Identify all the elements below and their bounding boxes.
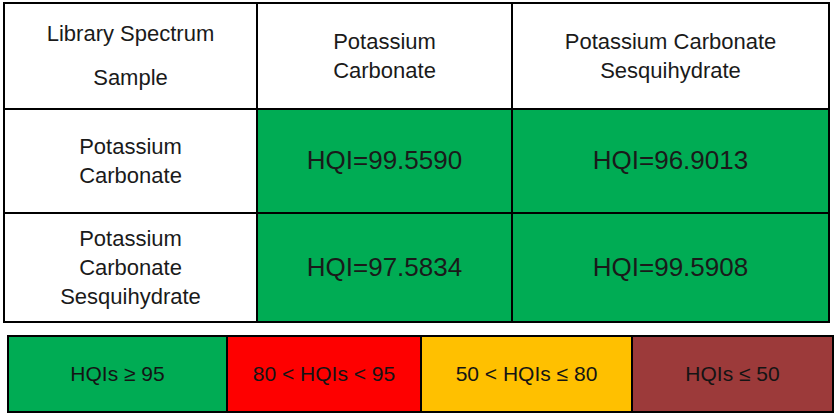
- corner-header-line1: Library Spectrum: [47, 21, 215, 47]
- column-header-label: Potassium Carbonate Sesquihydrate: [565, 27, 777, 85]
- hqi-value: HQI=97.5834: [307, 252, 462, 283]
- column-header-potassium-carbonate: Potassium Carbonate: [258, 4, 513, 110]
- legend-item-yellow: 50 < HQIs ≤ 80: [422, 337, 633, 411]
- legend-item-red: 80 < HQIs < 95: [228, 337, 422, 411]
- column-header-label: Potassium Carbonate: [333, 27, 436, 85]
- hqi-color-legend: HQIs ≥ 95 80 < HQIs < 95 50 < HQIs ≤ 80 …: [7, 335, 834, 413]
- legend-label: HQIs ≤ 50: [685, 362, 779, 386]
- hqi-value-cell: HQI=96.9013: [513, 110, 828, 214]
- legend-item-maroon: HQIs ≤ 50: [633, 337, 832, 411]
- hqi-value-cell: HQI=97.5834: [258, 214, 513, 321]
- hqi-value: HQI=96.9013: [593, 145, 748, 176]
- legend-label: 80 < HQIs < 95: [253, 362, 395, 386]
- hqi-value-cell: HQI=99.5908: [513, 214, 828, 321]
- hqi-value: HQI=99.5590: [307, 145, 462, 176]
- hqi-value: HQI=99.5908: [593, 252, 748, 283]
- row-header-label: Potassium Carbonate Sesquihydrate: [60, 224, 201, 311]
- corner-header-cell: Library Spectrum Sample: [5, 4, 258, 110]
- hqi-matrix-table: Library Spectrum Sample Potassium Carbon…: [3, 2, 830, 323]
- legend-label: 50 < HQIs ≤ 80: [456, 362, 598, 386]
- corner-header-line2: Sample: [93, 65, 168, 91]
- legend-item-green: HQIs ≥ 95: [9, 337, 228, 411]
- row-header-label: Potassium Carbonate: [79, 132, 182, 190]
- column-header-potassium-carbonate-sesquihydrate: Potassium Carbonate Sesquihydrate: [513, 4, 828, 110]
- legend-label: HQIs ≥ 95: [70, 362, 164, 386]
- row-header-potassium-carbonate: Potassium Carbonate: [5, 110, 258, 214]
- row-header-potassium-carbonate-sesquihydrate: Potassium Carbonate Sesquihydrate: [5, 214, 258, 321]
- hqi-results-figure: Library Spectrum Sample Potassium Carbon…: [0, 0, 840, 417]
- hqi-value-cell: HQI=99.5590: [258, 110, 513, 214]
